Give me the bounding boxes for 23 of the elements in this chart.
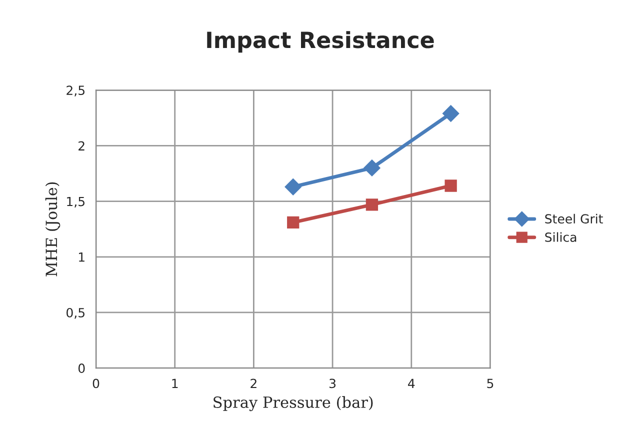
y-tick-label: 2,5 — [66, 86, 84, 96]
y-tick-label: 0 — [78, 364, 85, 374]
x-axis-title: Spray Pressure (bar) — [214, 396, 373, 412]
y-tick-label: 2 — [78, 141, 84, 150]
point — [366, 198, 378, 211]
y-tick-label: 1 — [79, 252, 84, 262]
point — [287, 216, 300, 229]
y-axis-title: MHE (Joule) — [45, 182, 60, 276]
legend-label: Silica — [545, 232, 576, 242]
x-tick-label: 4 — [408, 378, 415, 388]
point — [284, 178, 302, 196]
point — [444, 180, 457, 192]
x-tick-label: 5 — [487, 378, 494, 388]
point — [442, 105, 460, 122]
x-tick-label: 3 — [330, 378, 336, 388]
x-tick-label: 1 — [172, 378, 178, 388]
chart-title: Impact Resistance — [207, 31, 434, 53]
x-tick-label: 0 — [92, 378, 100, 388]
y-tick-label: 0,5 — [66, 308, 84, 319]
y-tick-label: 1,5 — [67, 196, 84, 208]
x-tick-label: 2 — [250, 378, 256, 388]
legend-label: Steel Grit — [545, 214, 603, 224]
point — [364, 160, 380, 176]
